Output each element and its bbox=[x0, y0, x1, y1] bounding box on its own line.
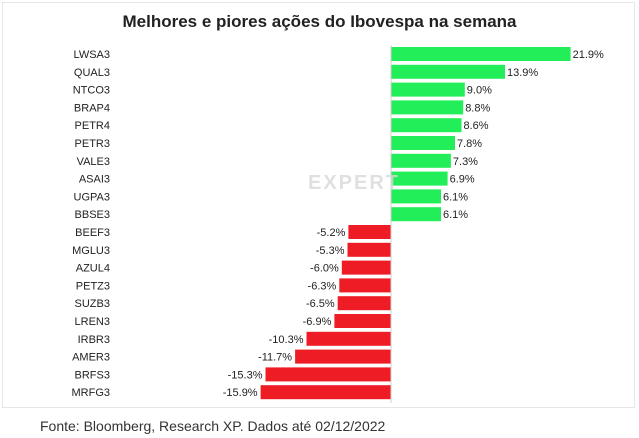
watermark: EXPERT bbox=[308, 172, 401, 194]
category-label: VALE3 bbox=[77, 156, 110, 168]
category-label: BEEF3 bbox=[75, 227, 110, 239]
bar-irbr3 bbox=[306, 331, 391, 346]
category-label: PETZ3 bbox=[76, 280, 110, 292]
bar-petr4 bbox=[391, 118, 462, 133]
bar-beef3 bbox=[348, 225, 391, 239]
category-label: BRFS3 bbox=[75, 369, 110, 381]
category-label: PETR4 bbox=[75, 120, 110, 132]
bar-amer3 bbox=[295, 349, 391, 364]
category-label: PETR3 bbox=[75, 138, 110, 150]
bar-petz3 bbox=[339, 278, 391, 293]
bar-ntco3 bbox=[391, 82, 465, 97]
category-label: BRAP4 bbox=[74, 102, 110, 114]
category-label: LWSA3 bbox=[74, 49, 110, 61]
category-label: NTCO3 bbox=[73, 85, 110, 97]
category-label: AZUL4 bbox=[76, 263, 110, 275]
data-label: -5.3% bbox=[316, 245, 345, 257]
data-label: 8.6% bbox=[464, 120, 489, 132]
source-note: Fonte: Bloomberg, Research XP. Dados até… bbox=[40, 418, 386, 434]
data-label: 7.8% bbox=[457, 138, 482, 150]
data-label: -6.9% bbox=[303, 316, 332, 328]
data-label: -15.3% bbox=[228, 369, 263, 381]
data-label: 21.9% bbox=[573, 49, 604, 61]
bar-mglu3 bbox=[347, 242, 391, 257]
data-label: -5.2% bbox=[317, 227, 346, 239]
category-label: UGPA3 bbox=[74, 191, 110, 203]
data-label: -11.7% bbox=[258, 352, 292, 364]
data-label: -10.3% bbox=[269, 334, 304, 346]
category-label: ASAI3 bbox=[79, 174, 110, 186]
category-label: MRFG3 bbox=[72, 387, 111, 399]
bar-azul4 bbox=[341, 260, 391, 275]
bar-brap4 bbox=[391, 100, 464, 115]
bar-brfs3 bbox=[265, 367, 391, 382]
bar-vale3 bbox=[391, 153, 451, 168]
data-label: 6.1% bbox=[443, 209, 468, 221]
category-label: IRBR3 bbox=[78, 334, 110, 346]
category-label: LREN3 bbox=[75, 316, 110, 328]
bar-lren3 bbox=[334, 314, 391, 328]
bar-asai3 bbox=[391, 171, 448, 186]
chart-frame bbox=[2, 2, 635, 408]
bar-petr3 bbox=[391, 136, 455, 150]
data-label: -6.3% bbox=[308, 280, 337, 292]
bar-qual3 bbox=[391, 64, 505, 79]
data-label: 8.8% bbox=[465, 102, 490, 114]
data-label: 6.1% bbox=[443, 191, 468, 203]
category-label: MGLU3 bbox=[72, 245, 110, 257]
bar-bbse3 bbox=[391, 207, 441, 222]
category-label: AMER3 bbox=[72, 352, 110, 364]
bar-suzb3 bbox=[337, 296, 391, 311]
bar-lwsa3 bbox=[391, 47, 571, 61]
category-label: SUZB3 bbox=[75, 298, 110, 310]
category-label: QUAL3 bbox=[74, 67, 110, 79]
data-label: 9.0% bbox=[467, 85, 492, 97]
category-label: BBSE3 bbox=[75, 209, 110, 221]
data-label: -6.5% bbox=[306, 298, 335, 310]
data-label: 6.9% bbox=[450, 174, 475, 186]
data-label: -6.0% bbox=[310, 263, 339, 275]
bar-ugpa3 bbox=[391, 189, 441, 204]
data-label: 13.9% bbox=[507, 67, 538, 79]
bar-mrfg3 bbox=[260, 385, 391, 400]
data-label: 7.3% bbox=[453, 156, 478, 168]
chart-title: Melhores e piores ações do Ibovespa na s… bbox=[122, 12, 517, 31]
data-label: -15.9% bbox=[223, 387, 258, 399]
bar-chart: LWSA3 21.9% QUAL3 13.9% NTCO3 9.0% BRAP4 8.8% PE… bbox=[72, 45, 604, 403]
